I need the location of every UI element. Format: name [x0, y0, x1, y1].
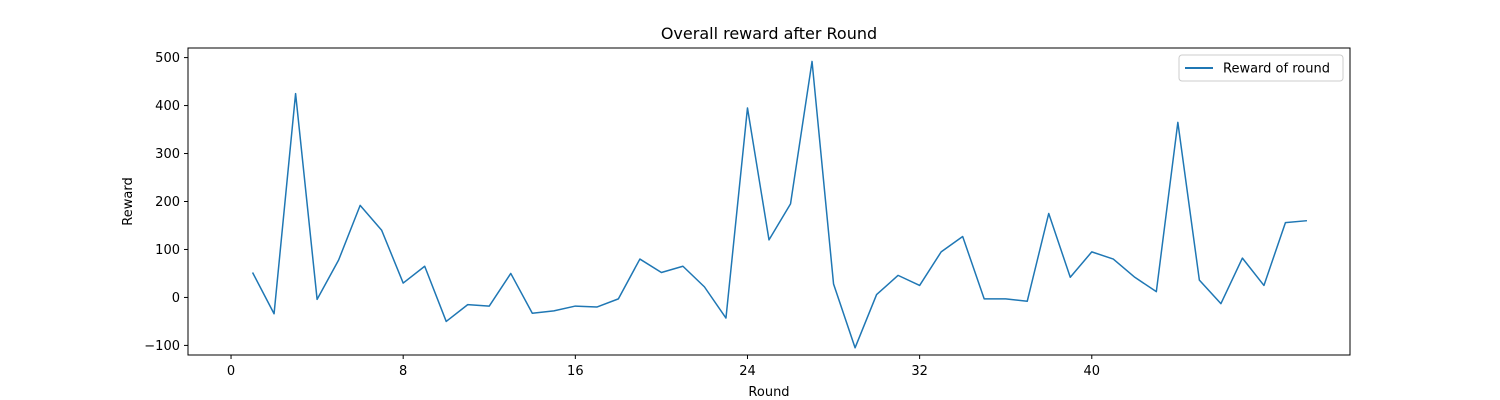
y-tick-label: 300	[155, 147, 180, 162]
x-tick-label: 8	[399, 364, 407, 379]
x-tick-label: 16	[567, 364, 584, 379]
x-axis-ticks: 0 8 16 24 32 40	[227, 355, 1100, 379]
y-axis-title: Reward	[121, 177, 136, 225]
y-tick-label: 400	[155, 99, 180, 114]
x-tick-label: 24	[739, 364, 756, 379]
x-tick-label: 0	[227, 364, 235, 379]
y-tick-label: −100	[144, 339, 180, 354]
series-line-reward-of-round	[251, 60, 1308, 349]
y-axis-ticks: −100 0 100 200 300 400 500	[144, 51, 188, 354]
plot-frame	[187, 47, 1351, 356]
data-points	[252, 61, 1307, 348]
x-axis-title: Round	[748, 385, 789, 400]
y-tick-label: 500	[155, 51, 180, 66]
x-tick-label: 32	[911, 364, 928, 379]
chart-title: Overall reward after Round	[661, 24, 877, 43]
x-tick-label: 40	[1084, 364, 1101, 379]
legend-label: Reward of round	[1223, 62, 1330, 77]
legend: Reward of round	[1178, 54, 1344, 82]
y-tick-label: 200	[155, 195, 180, 210]
legend-box	[1178, 54, 1344, 82]
y-tick-label: 0	[172, 291, 180, 306]
y-tick-label: 100	[155, 243, 180, 258]
